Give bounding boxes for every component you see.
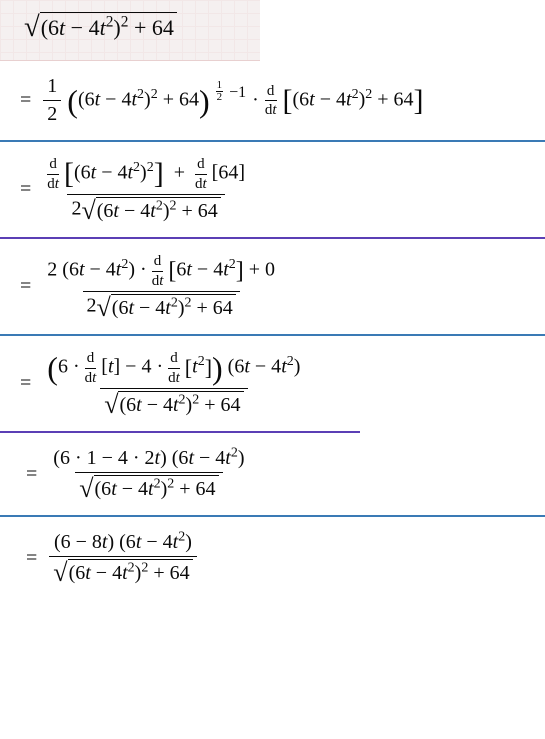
step-2: = ddt [(6t − 4t2)2] + ddt [64] 2√(6t − 4…: [0, 142, 545, 239]
input-expression-box: √(6t − 4t2)2 + 64: [0, 0, 260, 61]
equals-sign: =: [10, 89, 37, 112]
equals-sign: =: [10, 463, 43, 486]
step-1: = 1 2 ((6t − 4t2)2 + 64) 12−1 · ddt [(6t…: [0, 61, 545, 142]
input-expression: √(6t − 4t2)2 + 64: [0, 0, 260, 53]
ddt-operator: ddt: [265, 83, 277, 119]
step-3: = 2 (6t − 4t2) · ddt [6t − 4t2] + 0 2√(6…: [0, 239, 545, 336]
step-5: = (6 · 1 − 4 · 2t) (6t − 4t2) √(6t − 4t2…: [0, 433, 545, 517]
fraction-half: 1 2: [43, 75, 61, 126]
step-4: = (6 · ddt [t] − 4 · ddt [t2]) (6t − 4t2…: [0, 336, 360, 433]
equals-sign: =: [10, 547, 43, 570]
equals-sign: =: [10, 178, 37, 201]
step-6: = (6 − 8t) (6t − 4t2) √(6t − 4t2)2 + 64: [0, 517, 545, 599]
equals-sign: =: [10, 372, 37, 395]
equals-sign: =: [10, 275, 37, 298]
